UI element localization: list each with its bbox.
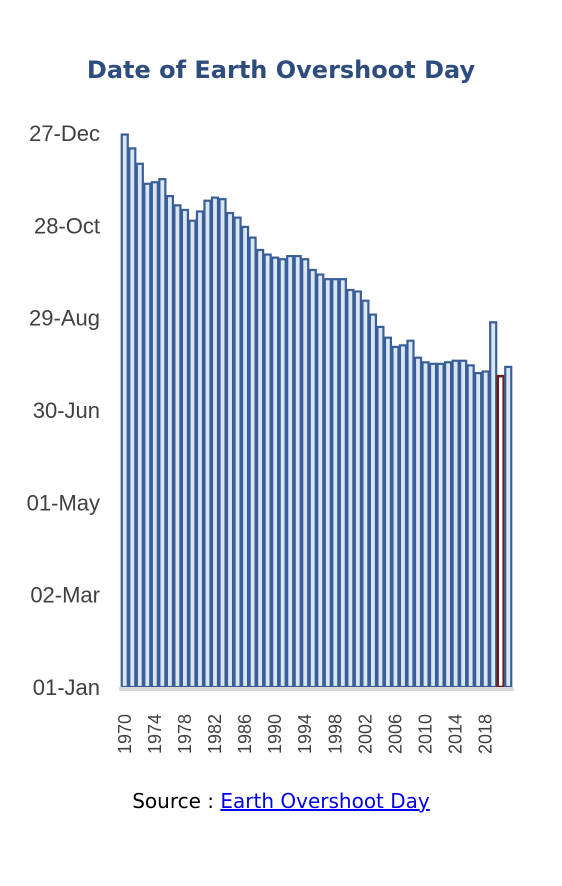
x-tick-label: 1998 [325, 714, 345, 754]
x-tick-label: 1970 [115, 714, 135, 754]
x-tick-label: 2002 [355, 714, 375, 754]
x-tick-label: 2018 [476, 714, 496, 754]
bar-1994 [301, 258, 310, 689]
bar-1977 [173, 204, 182, 689]
bar-1993 [293, 255, 302, 689]
bar-1982 [210, 196, 220, 689]
y-tick-label: 29-Aug [29, 306, 100, 331]
x-tick-label: 2006 [386, 714, 406, 754]
x-tick-label: 1994 [295, 714, 315, 754]
bar-2007 [398, 344, 408, 689]
bar-1986 [240, 225, 250, 689]
bar-1997 [323, 278, 332, 689]
x-tick-label: 1986 [235, 714, 255, 754]
y-tick-label: 01-Jan [33, 675, 100, 700]
bar-1996 [316, 273, 325, 689]
x-tick-label: 1982 [205, 714, 225, 754]
x-tick-label: 2014 [446, 714, 466, 754]
x-axis-baseline [119, 687, 514, 691]
bar-1970 [120, 133, 129, 689]
bar-1992 [286, 255, 295, 689]
x-tick-label: 1990 [265, 714, 285, 754]
bar-2017 [474, 371, 483, 689]
y-axis: 01-Jan 02-Mar 01-May 30-Jun 29-Aug 28-Oct 27-D… [27, 121, 100, 700]
bar-2001 [353, 290, 362, 689]
y-tick-label: 27-Dec [29, 121, 100, 146]
source-line: Source : Earth Overshoot Day [0, 789, 562, 813]
x-tick-label: 1974 [145, 714, 165, 754]
bar-1971 [128, 147, 137, 689]
bar-2015 [459, 359, 468, 689]
bar-2006 [391, 345, 400, 689]
bar-2016 [466, 364, 475, 689]
y-tick-label: 28-Oct [34, 213, 100, 238]
bar-2008 [406, 339, 415, 689]
chart-title: Date of Earth Overshoot Day [86, 56, 476, 84]
bar-1989 [263, 253, 272, 689]
x-tick-label: 2010 [416, 714, 436, 754]
bar-1972 [135, 162, 144, 689]
bar-2003 [368, 313, 378, 689]
bar-2011 [428, 362, 438, 689]
bar-1979 [188, 219, 197, 689]
bar-2018 [481, 370, 490, 689]
bar-1975 [158, 178, 167, 689]
bars-group [120, 133, 513, 689]
bar-2020 [496, 374, 506, 689]
bar-1991 [278, 258, 287, 689]
bar-1999 [338, 278, 347, 689]
chart-area: 01-Jan 02-Mar 01-May 30-Jun 29-Aug 28-Oct 27-D… [27, 121, 514, 754]
bar-2013 [443, 361, 453, 689]
x-tick-label: 1978 [175, 714, 195, 754]
bar-1984 [225, 211, 235, 689]
bar-1980 [195, 210, 205, 689]
bar-2010 [421, 361, 430, 689]
bar-1983 [218, 198, 227, 689]
bar-2012 [436, 362, 445, 689]
source-link[interactable]: Earth Overshoot Day [220, 789, 430, 813]
y-tick-label: 01-May [27, 490, 100, 515]
y-tick-label: 30-Jun [33, 398, 100, 423]
bar-1988 [256, 248, 265, 689]
bar-2019 [489, 321, 498, 689]
x-axis: 1970 1974 1978 1982 1986 1990 1994 1998 2002 2006… [115, 714, 496, 754]
bar-2005 [383, 336, 393, 689]
bar-2021 [504, 365, 513, 689]
bar-1981 [203, 199, 212, 689]
bar-1998 [331, 278, 340, 689]
bar-2002 [361, 299, 370, 689]
bar-1976 [165, 194, 174, 689]
y-tick-label: 02-Mar [30, 583, 100, 608]
bar-1973 [143, 182, 152, 689]
bar-1978 [180, 208, 190, 689]
bar-1995 [308, 268, 317, 689]
bar-1990 [271, 256, 280, 689]
bar-2009 [413, 356, 423, 689]
bar-1985 [233, 216, 242, 689]
bar-1974 [150, 181, 159, 689]
bar-2004 [376, 325, 385, 689]
source-prefix: Source : [132, 789, 221, 813]
bar-2000 [346, 288, 355, 689]
bar-2014 [451, 359, 460, 689]
bar-1987 [248, 236, 257, 689]
